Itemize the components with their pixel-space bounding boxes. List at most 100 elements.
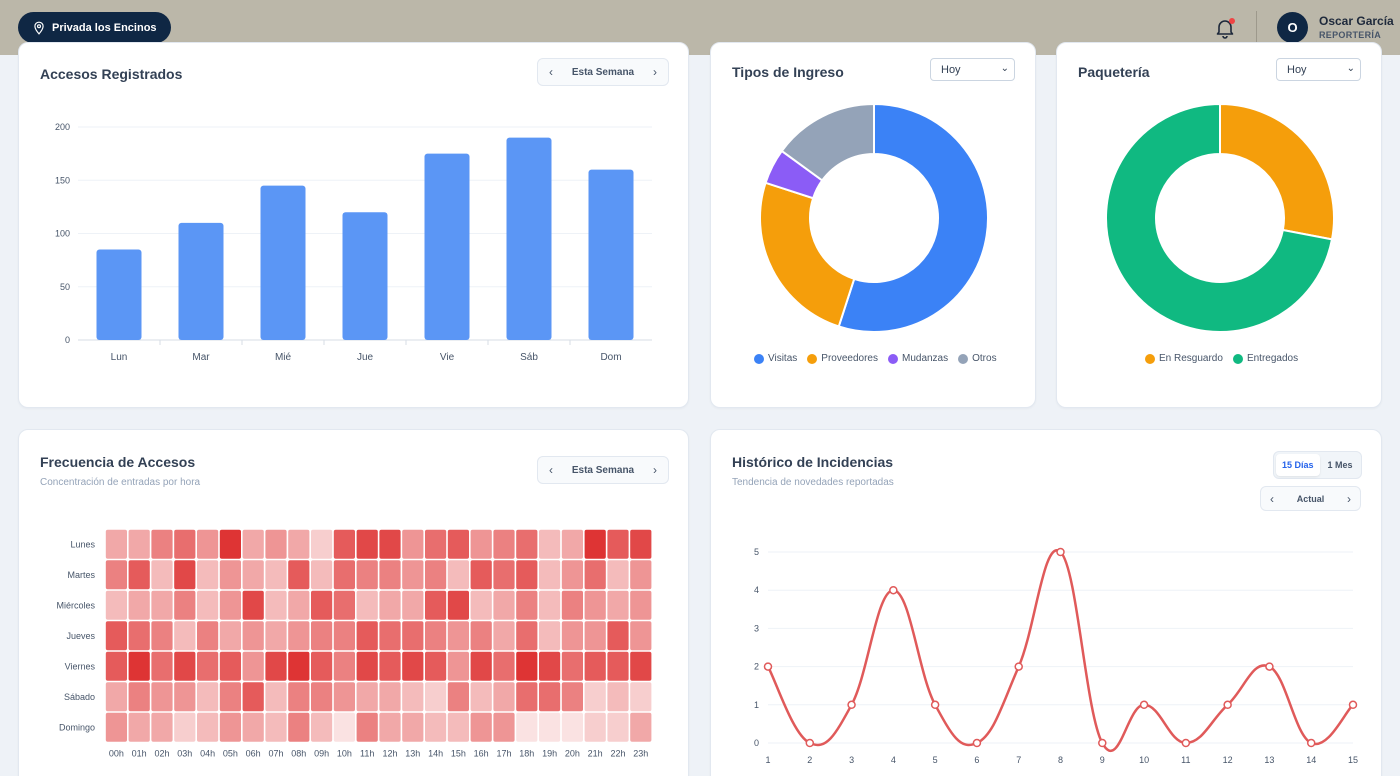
heat-cell: [379, 621, 401, 651]
heat-cell: [174, 621, 196, 651]
y-tick-label: 150: [55, 175, 70, 185]
prev-period-button[interactable]: ‹: [1270, 491, 1274, 506]
heat-cell: [516, 590, 538, 620]
historico-title: Histórico de Incidencias: [732, 454, 894, 470]
paqueteria-legend: En Resguardo Entregados: [1145, 353, 1298, 364]
col-label: 19h: [542, 749, 557, 759]
heat-cell: [242, 651, 264, 681]
heat-cell: [447, 590, 469, 620]
x-tick-label: Dom: [600, 352, 621, 363]
prev-week-button[interactable]: ‹: [549, 65, 553, 79]
next-week-button[interactable]: ›: [653, 65, 657, 79]
heat-cell: [151, 560, 173, 590]
legend-item[interactable]: En Resguardo: [1145, 353, 1223, 364]
heat-cell: [561, 621, 583, 651]
heat-cell: [516, 712, 538, 742]
legend-item[interactable]: Otros: [958, 353, 997, 364]
y-tick-label: 100: [55, 229, 70, 239]
location-label: Privada los Encinos: [52, 21, 157, 34]
tipos-legend: Visitas Proveedores Mudanzas Otros: [754, 353, 997, 364]
col-label: 00h: [109, 749, 124, 759]
notification-dot: [1229, 18, 1235, 24]
heat-cell: [584, 712, 606, 742]
range-15-days-button[interactable]: 15 Días: [1276, 454, 1320, 476]
heat-cell: [288, 712, 310, 742]
col-label: 09h: [314, 749, 329, 759]
heat-cell: [311, 529, 333, 559]
heat-cell: [561, 651, 583, 681]
heat-cell: [288, 651, 310, 681]
location-selector-button[interactable]: Privada los Encinos: [18, 12, 171, 43]
heat-cell: [584, 682, 606, 712]
col-label: 10h: [337, 749, 352, 759]
heat-cell: [333, 590, 355, 620]
heat-cell: [539, 621, 561, 651]
col-label: 12h: [382, 749, 397, 759]
notifications-button[interactable]: [1213, 16, 1237, 40]
historico-period-nav: ‹ Actual ›: [1260, 486, 1361, 511]
prev-week-button[interactable]: ‹: [549, 463, 553, 477]
heat-cell: [105, 682, 127, 712]
legend-item[interactable]: Entregados: [1232, 353, 1298, 364]
legend-item[interactable]: Proveedores: [807, 353, 878, 364]
col-label: 22h: [610, 749, 625, 759]
heat-cell: [516, 621, 538, 651]
heat-cell: [265, 712, 287, 742]
paqueteria-period-select[interactable]: Hoy ⌄: [1276, 58, 1361, 81]
heat-cell: [219, 621, 241, 651]
heat-cell: [584, 621, 606, 651]
heat-cell: [151, 712, 173, 742]
heat-cell: [607, 529, 629, 559]
heat-cell: [105, 712, 127, 742]
heat-cell: [539, 682, 561, 712]
heat-cell: [470, 529, 492, 559]
legend-item[interactable]: Visitas: [754, 353, 797, 364]
next-period-button[interactable]: ›: [1347, 491, 1351, 506]
heat-cell: [630, 560, 652, 590]
heat-cell: [219, 682, 241, 712]
accesos-week-nav: ‹ Esta Semana ›: [537, 58, 669, 86]
tipos-period-select[interactable]: Hoy ⌄: [930, 58, 1015, 81]
row-label: Lunes: [70, 539, 95, 549]
next-week-button[interactable]: ›: [653, 463, 657, 477]
legend-swatch: [958, 353, 969, 364]
heat-cell: [584, 529, 606, 559]
y-tick-label: 200: [55, 122, 70, 132]
heat-cell: [128, 621, 150, 651]
week-label: Esta Semana: [571, 464, 635, 476]
heat-cell: [402, 651, 424, 681]
row-label: Sábado: [64, 692, 95, 702]
avatar[interactable]: O: [1277, 12, 1308, 43]
heat-cell: [379, 529, 401, 559]
y-tick-label: 3: [754, 623, 759, 633]
col-label: 15h: [451, 749, 466, 759]
row-label: Viernes: [65, 661, 96, 671]
heat-cell: [242, 621, 264, 651]
legend-item[interactable]: Mudanzas: [887, 353, 948, 364]
heat-cell: [242, 529, 264, 559]
col-label: 01h: [132, 749, 147, 759]
heat-cell: [128, 560, 150, 590]
heat-cell: [265, 529, 287, 559]
heat-cell: [356, 651, 378, 681]
heat-cell: [197, 621, 219, 651]
heat-cell: [607, 651, 629, 681]
heat-cell: [356, 529, 378, 559]
user-role: REPORTERÍA: [1319, 30, 1382, 40]
heat-cell: [197, 712, 219, 742]
row-label: Jueves: [66, 631, 95, 641]
heat-cell: [493, 621, 515, 651]
legend-swatch: [887, 353, 898, 364]
legend-swatch: [1145, 353, 1155, 364]
bar-Sáb: [506, 137, 552, 340]
heat-cell: [356, 682, 378, 712]
x-tick-label: 13: [1264, 755, 1274, 765]
bell-icon: [1216, 20, 1234, 39]
range-1-month-button[interactable]: 1 Mes: [1327, 460, 1353, 470]
heat-cell: [174, 529, 196, 559]
heat-cell: [447, 682, 469, 712]
frecuencia-heatmap: Lunes Martes Miércoles Jueves Viernes Sábado D…: [56, 529, 652, 759]
bar-Jue: [342, 212, 388, 340]
x-tick-label: Lun: [111, 352, 128, 363]
heat-cell: [493, 560, 515, 590]
